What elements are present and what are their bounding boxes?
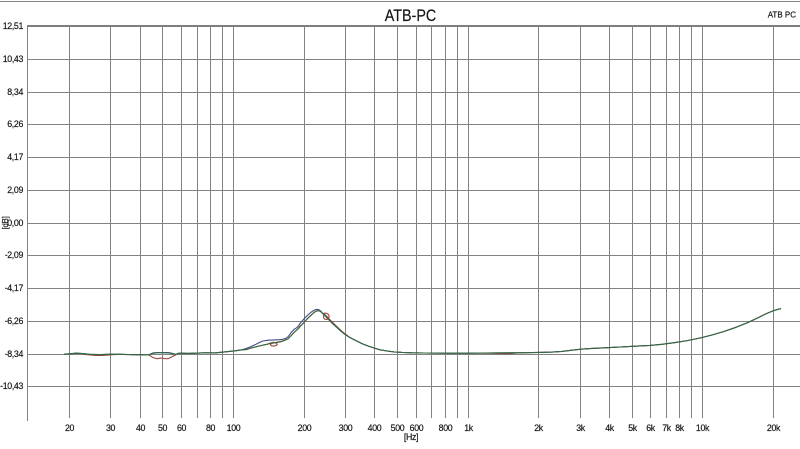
- svg-text:600: 600: [410, 423, 424, 433]
- svg-text:60: 60: [177, 423, 187, 433]
- svg-text:50: 50: [158, 423, 168, 433]
- svg-text:-2,09: -2,09: [5, 250, 24, 260]
- svg-text:ATB-PC: ATB-PC: [385, 7, 437, 25]
- svg-text:4k: 4k: [605, 423, 615, 433]
- svg-text:7k: 7k: [662, 423, 672, 433]
- svg-text:2k: 2k: [534, 423, 544, 433]
- svg-text:300: 300: [339, 423, 353, 433]
- svg-text:8k: 8k: [675, 423, 685, 433]
- svg-text:20k: 20k: [767, 423, 781, 433]
- svg-text:5k: 5k: [628, 423, 638, 433]
- svg-text:20: 20: [65, 423, 75, 433]
- svg-text:12,51: 12,51: [3, 21, 24, 31]
- svg-text:4,17: 4,17: [7, 152, 23, 162]
- svg-text:0,00: 0,00: [7, 218, 23, 228]
- svg-text:800: 800: [439, 423, 453, 433]
- svg-text:40: 40: [136, 423, 146, 433]
- svg-text:8,34: 8,34: [7, 87, 23, 97]
- svg-text:500: 500: [391, 423, 405, 433]
- svg-text:ATB PC: ATB PC: [768, 11, 797, 20]
- svg-text:-6,26: -6,26: [5, 316, 24, 326]
- svg-text:10,43: 10,43: [3, 54, 24, 64]
- svg-text:[dB]: [dB]: [1, 216, 10, 229]
- svg-text:2,09: 2,09: [7, 185, 23, 195]
- svg-text:-8,34: -8,34: [5, 349, 24, 359]
- svg-text:100: 100: [227, 423, 241, 433]
- svg-text:200: 200: [298, 423, 312, 433]
- svg-text:-10,43: -10,43: [0, 381, 23, 391]
- svg-text:[Hz]: [Hz]: [404, 432, 418, 442]
- svg-text:10k: 10k: [696, 423, 710, 433]
- svg-text:80: 80: [206, 423, 216, 433]
- svg-text:30: 30: [106, 423, 116, 433]
- svg-text:1k: 1k: [464, 423, 474, 433]
- svg-text:400: 400: [368, 423, 382, 433]
- svg-text:3k: 3k: [576, 423, 586, 433]
- svg-text:6k: 6k: [646, 423, 656, 433]
- svg-text:6,26: 6,26: [7, 119, 23, 129]
- svg-text:-4,17: -4,17: [5, 283, 24, 293]
